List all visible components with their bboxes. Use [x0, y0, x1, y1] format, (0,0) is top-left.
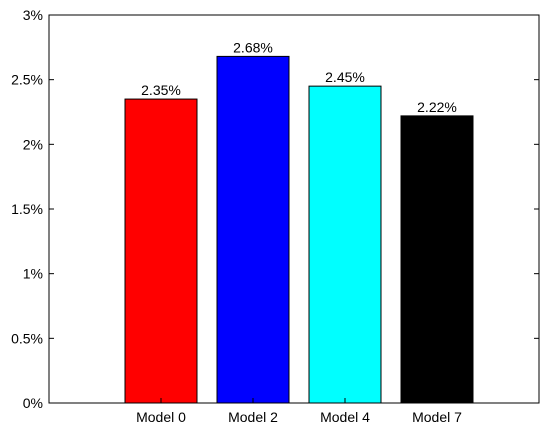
bar-model-0 — [124, 98, 198, 404]
y-axis: 0% 0.5% 1% 1.5% 2% 2.5% 3% — [11, 7, 539, 411]
x-tick-label: Model 2 — [228, 409, 278, 425]
y-tick-label: 2.5% — [11, 72, 43, 88]
y-tick-label: 3% — [23, 7, 43, 23]
x-tick-label: Model 4 — [320, 409, 370, 425]
y-tick-label: 0% — [23, 395, 43, 411]
y-tick-label: 0.5% — [11, 330, 43, 346]
data-label: 2.45% — [325, 69, 365, 85]
y-tick-label: 2% — [23, 136, 43, 152]
bar-model-4 — [308, 85, 382, 404]
x-axis: Model 0 Model 2 Model 4 Model 7 — [136, 398, 462, 425]
bars: 2.35% 2.68% 2.45% 2.22% — [124, 39, 474, 404]
data-label: 2.35% — [141, 82, 181, 98]
y-tick-label: 1.5% — [11, 201, 43, 217]
bar-model-7 — [400, 115, 474, 404]
data-label: 2.22% — [417, 99, 457, 115]
y-tick-label: 1% — [23, 266, 43, 282]
bar-model-2 — [216, 55, 290, 404]
x-tick-label: Model 0 — [136, 409, 186, 425]
plot-frame — [48, 14, 540, 404]
x-tick-label: Model 7 — [412, 409, 462, 425]
data-label: 2.68% — [233, 39, 273, 55]
